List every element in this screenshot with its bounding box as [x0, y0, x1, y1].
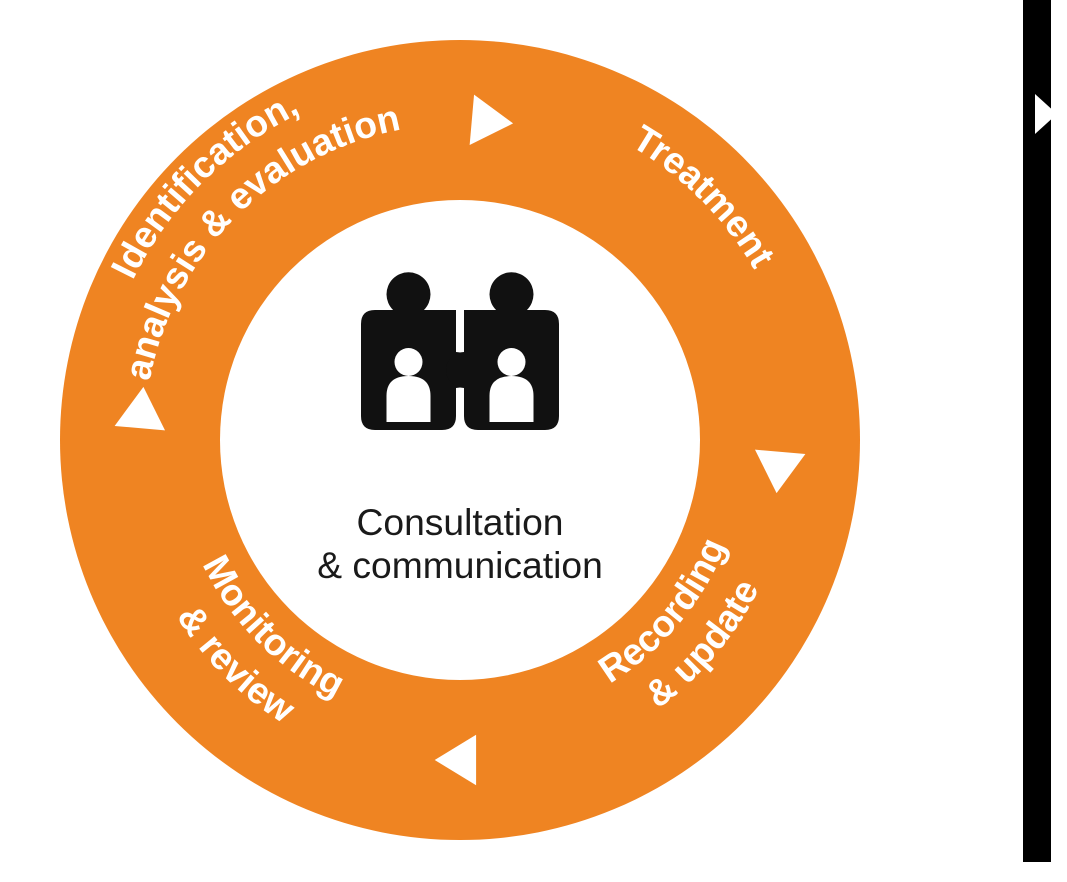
circular-process-diagram: Identification,analysis & evaluationTrea…: [0, 0, 1067, 882]
diagram-stage: Identification,analysis & evaluationTrea…: [0, 0, 1067, 882]
center-label-line1: & communication: [317, 544, 603, 586]
center-label-line0: Consultation: [357, 501, 564, 543]
center-label: Consultation& communication: [317, 501, 603, 586]
crop-bar-arrow-icon: [1031, 94, 1061, 134]
